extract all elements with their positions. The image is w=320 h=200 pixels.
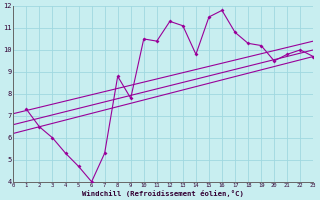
X-axis label: Windchill (Refroidissement éolien,°C): Windchill (Refroidissement éolien,°C) xyxy=(82,190,244,197)
